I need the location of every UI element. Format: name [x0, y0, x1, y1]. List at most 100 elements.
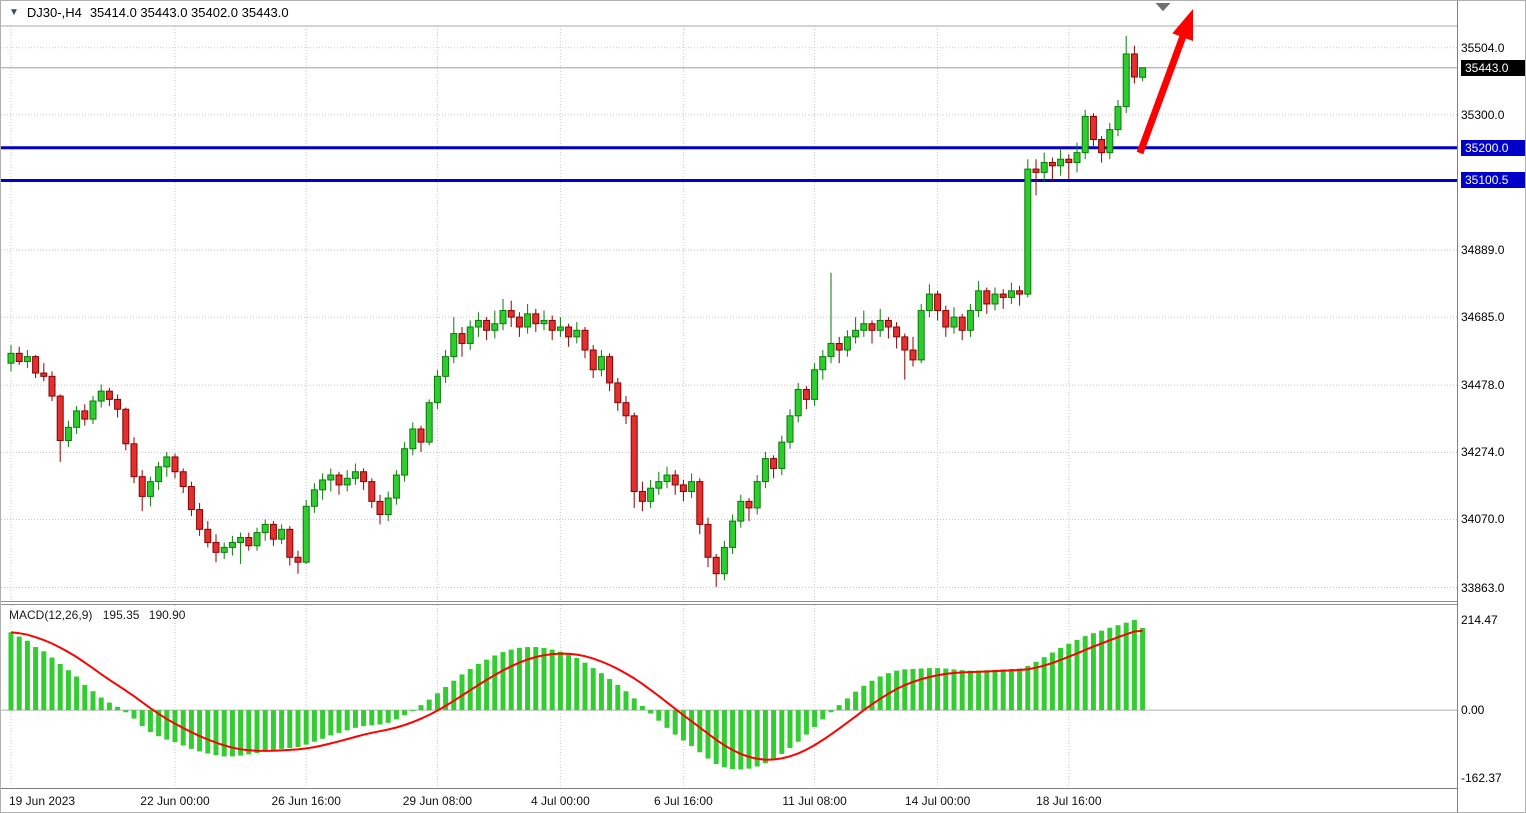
- price-axis[interactable]: 35504.0 35300.0 34889.0 34685.0 34478.0 34274…: [1457, 1, 1525, 812]
- candle: [975, 280, 983, 318]
- macd-main-value: 195.35: [102, 608, 140, 622]
- macd-signal-value: 190.90: [148, 608, 186, 622]
- candle: [966, 303, 974, 337]
- one-click-trading-arrow-icon[interactable]: ▼: [9, 7, 19, 18]
- candle: [417, 425, 425, 453]
- macd-histogram-bar: [385, 710, 391, 723]
- macd-histogram-bar: [771, 710, 777, 759]
- macd-histogram-bar: [172, 710, 178, 743]
- macd-histogram-bar: [213, 710, 219, 756]
- macd-histogram-bar: [976, 670, 982, 711]
- candle: [343, 470, 351, 492]
- macd-histogram-bar: [205, 710, 211, 754]
- candle: [1114, 100, 1122, 137]
- macd-histogram-bar: [590, 668, 596, 711]
- candle: [1122, 35, 1130, 114]
- macd-histogram-bar: [1082, 636, 1088, 711]
- candle: [7, 345, 15, 372]
- candle: [737, 494, 745, 528]
- candle: [761, 452, 769, 489]
- chart-canvas[interactable]: [1, 1, 1457, 813]
- macd-histogram-bar: [484, 659, 490, 711]
- candle: [1016, 285, 1024, 306]
- candle: [827, 272, 835, 364]
- macd-histogram-bar: [803, 710, 809, 735]
- candle: [253, 527, 261, 551]
- macd-indicator-label: MACD(12,26,9) 195.35 190.90: [9, 608, 185, 622]
- macd-histogram-bar: [680, 710, 686, 741]
- macd-histogram-bar: [336, 710, 342, 733]
- macd-histogram-bar: [229, 710, 235, 757]
- macd-histogram-bar: [238, 710, 244, 756]
- candle: [745, 498, 753, 522]
- candle: [925, 284, 933, 318]
- candle: [327, 468, 335, 492]
- macd-histogram-bar: [820, 710, 826, 720]
- time-tick-label: 14 Jul 00:00: [904, 794, 971, 808]
- macd-histogram-bar: [541, 647, 547, 711]
- candle: [1139, 67, 1147, 82]
- macd-histogram-bar: [65, 670, 71, 711]
- macd-histogram-bar: [713, 710, 719, 765]
- candle: [1065, 154, 1073, 179]
- macd-histogram-bar: [393, 710, 399, 720]
- macd-signal-line: [10, 629, 1143, 761]
- macd-histogram-bar: [41, 651, 47, 711]
- macd-histogram-bar: [16, 636, 22, 711]
- candle: [32, 354, 40, 378]
- macd-tick-label: 0.00: [1461, 703, 1485, 718]
- macd-histogram-bar: [1115, 625, 1121, 711]
- candle: [187, 481, 195, 517]
- candle: [1130, 45, 1138, 84]
- macd-histogram-bar: [287, 710, 293, 749]
- chart-shift-marker-icon[interactable]: [1155, 3, 1171, 12]
- candle: [597, 350, 605, 377]
- candle: [1007, 282, 1015, 304]
- time-axis[interactable]: 19 Jun 2023 22 Jun 00:00 26 Jun 16:00 29 Ju…: [1, 788, 1457, 812]
- macd-histogram-bar: [648, 710, 654, 714]
- candle: [310, 483, 318, 513]
- macd-histogram-bar: [787, 710, 793, 749]
- candle: [893, 322, 901, 349]
- macd-histogram-bar: [246, 710, 252, 755]
- candle: [786, 409, 794, 449]
- candle: [122, 407, 130, 451]
- candle: [73, 405, 81, 434]
- macd-histogram-bar: [574, 658, 580, 711]
- macd-histogram-bar: [639, 705, 645, 711]
- macd-histogram-bar: [656, 710, 662, 721]
- macd-histogram-bar: [156, 710, 162, 737]
- macd-histogram-bar: [139, 710, 145, 727]
- macd-histogram-bar: [254, 710, 260, 754]
- panel-splitter[interactable]: [1, 601, 1457, 605]
- macd-histogram-bar: [836, 705, 842, 711]
- macd-histogram-bar: [49, 657, 55, 711]
- candle: [802, 386, 810, 410]
- candle: [458, 327, 466, 357]
- candle: [335, 471, 343, 495]
- candle: [589, 345, 597, 378]
- macd-histogram-bar: [910, 668, 916, 711]
- candle: [228, 535, 236, 556]
- trend-arrow[interactable]: [1136, 9, 1193, 155]
- macd-histogram-bar: [1066, 643, 1072, 711]
- candle: [15, 346, 23, 365]
- macd-histogram-bar: [689, 710, 695, 746]
- candle: [392, 470, 400, 505]
- macd-histogram-bar: [1090, 633, 1096, 711]
- macd-histogram-bar: [426, 699, 432, 711]
- macd-histogram-bar: [295, 710, 301, 748]
- candle: [909, 336, 917, 367]
- candle: [573, 322, 581, 344]
- macd-histogram-bar: [828, 710, 834, 713]
- macd-histogram-bar: [861, 685, 867, 711]
- time-tick-label: 18 Jul 16:00: [1036, 794, 1102, 808]
- candle: [524, 303, 532, 334]
- candle: [155, 461, 163, 490]
- candle: [901, 333, 909, 380]
- macd-histogram-bar: [967, 670, 973, 711]
- candle: [237, 532, 245, 564]
- macd-histogram-bar: [918, 668, 924, 711]
- macd-histogram-bar: [951, 669, 957, 711]
- macd-histogram-bar: [779, 710, 785, 754]
